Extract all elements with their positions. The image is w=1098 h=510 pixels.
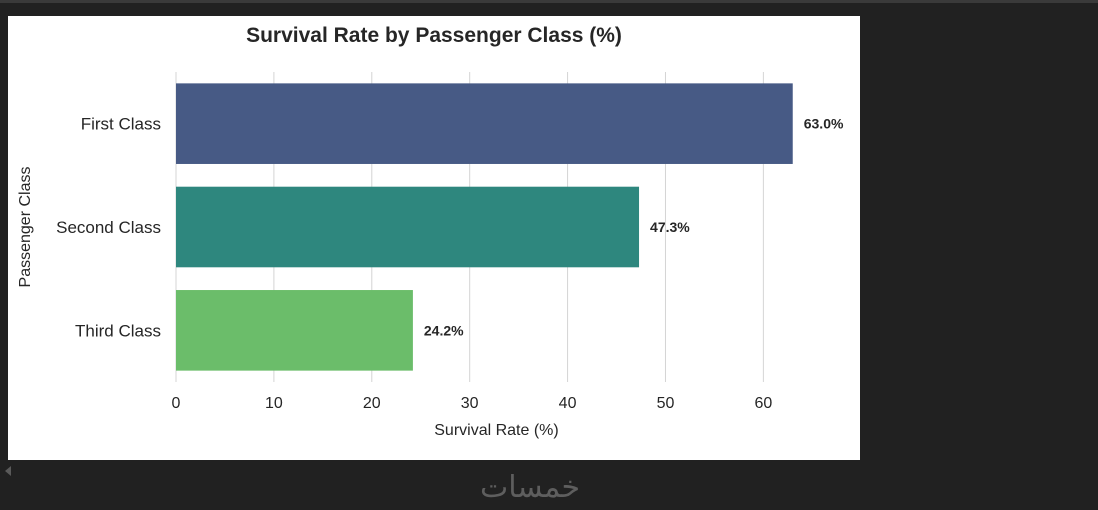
bar-value-label: 63.0% — [804, 116, 844, 132]
scroll-left-arrow-icon[interactable] — [5, 466, 11, 476]
bar-value-label: 47.3% — [650, 219, 690, 235]
y-tick-label: Third Class — [75, 321, 161, 340]
chart-title: Survival Rate by Passenger Class (%) — [246, 24, 622, 47]
x-tick-label: 40 — [559, 395, 577, 412]
bar-third-class — [176, 290, 413, 371]
bar-second-class — [176, 186, 640, 268]
window-top-edge — [0, 0, 1098, 3]
x-axis-label: Survival Rate (%) — [434, 422, 558, 439]
y-tick-label: Second Class — [56, 218, 161, 237]
watermark-logo: خمسات — [480, 470, 581, 505]
bar-chart: 63.0% First Class 47.3% Second Class 24.2% Th… — [17, 72, 844, 439]
chart-panel: Survival Rate by Passenger Class (%) 63.… — [8, 16, 860, 460]
bar-value-label: 24.2% — [424, 322, 464, 338]
y-axis-label: Passenger Class — [17, 167, 34, 288]
bar-first-class — [176, 83, 793, 164]
x-tick-label: 0 — [172, 395, 181, 412]
x-tick-label: 20 — [363, 395, 381, 412]
x-tick-label: 60 — [754, 395, 772, 412]
x-tick-label: 30 — [461, 395, 479, 412]
x-tick-label: 50 — [657, 395, 675, 412]
y-tick-label: First Class — [81, 115, 161, 134]
x-tick-label: 10 — [265, 395, 283, 412]
